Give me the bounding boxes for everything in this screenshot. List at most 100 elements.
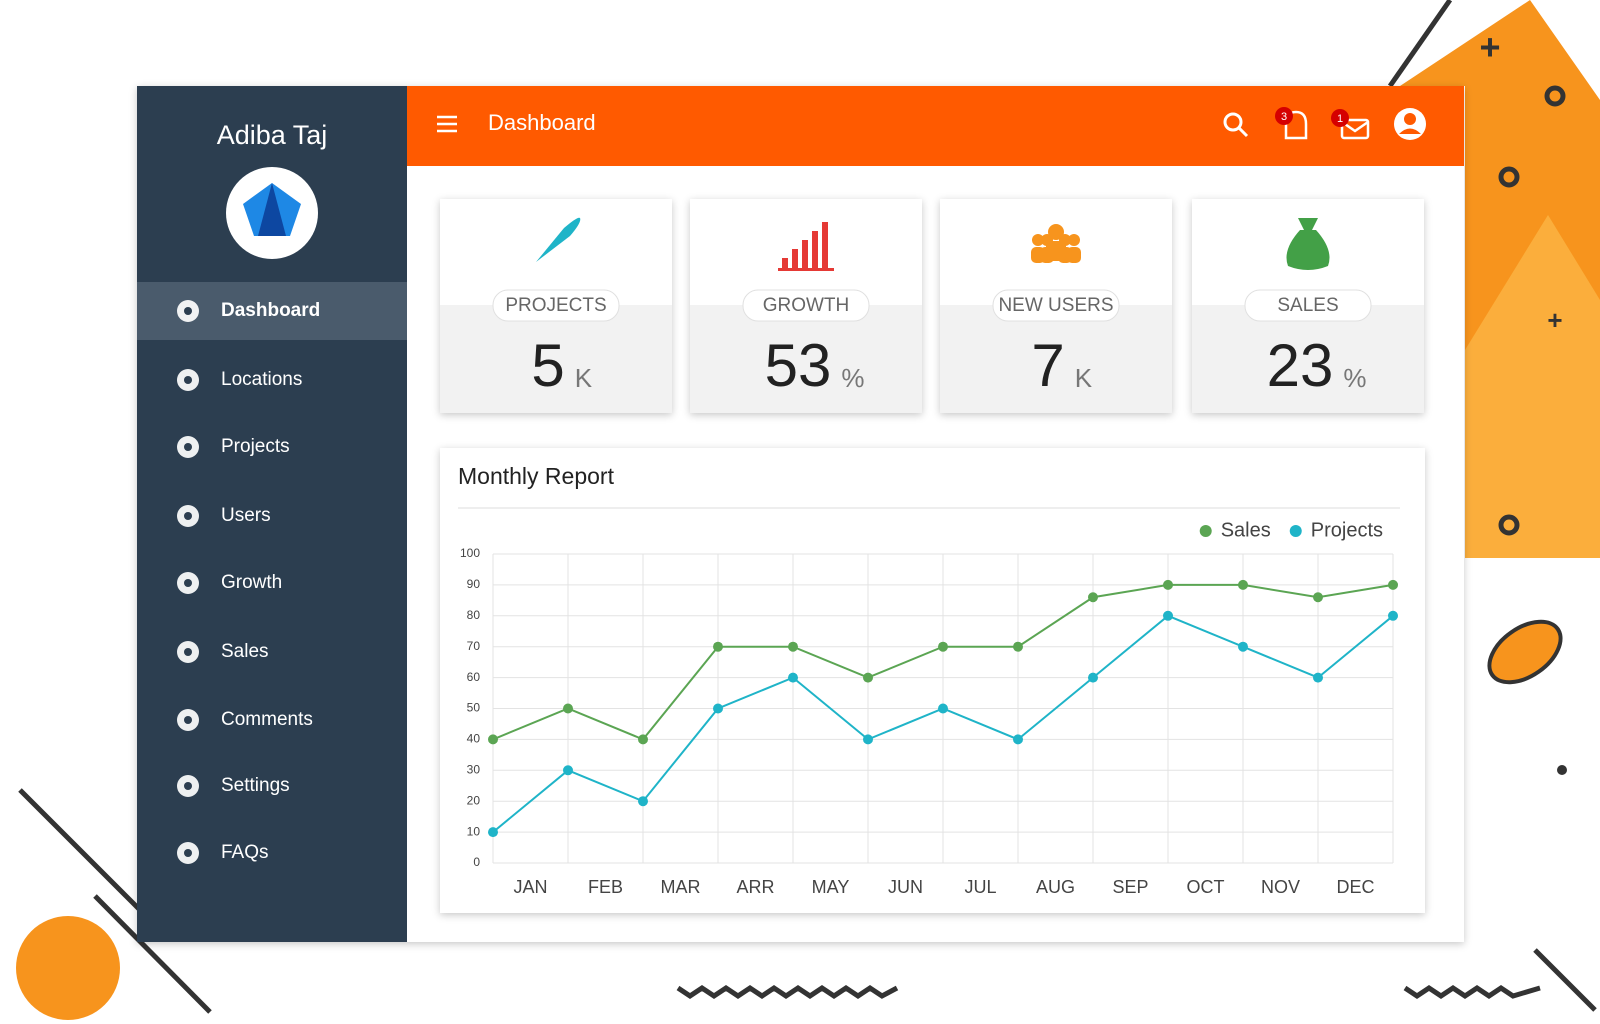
menu-item[interactable]: Projects bbox=[177, 436, 290, 458]
card-lower bbox=[440, 305, 672, 413]
mail-badge: 1 bbox=[1337, 113, 1343, 125]
data-point bbox=[638, 734, 648, 745]
stat-card: PROJECTS 5 K bbox=[440, 199, 672, 413]
profile-button[interactable] bbox=[1394, 108, 1426, 140]
data-point bbox=[563, 703, 573, 714]
card-icon bbox=[536, 217, 581, 262]
notification-badge: 3 bbox=[1281, 111, 1287, 123]
x-tick-label: NOV bbox=[1261, 877, 1300, 897]
menu-label: FAQs bbox=[221, 842, 269, 863]
data-point bbox=[1088, 592, 1098, 603]
card-lower bbox=[690, 305, 922, 413]
card-lower bbox=[940, 305, 1172, 413]
search-button[interactable] bbox=[1223, 112, 1249, 138]
data-point bbox=[1163, 610, 1173, 621]
card-label-pill bbox=[742, 289, 870, 322]
menu-button[interactable] bbox=[437, 115, 457, 133]
menu-label: Sales bbox=[221, 641, 269, 662]
data-point bbox=[938, 641, 948, 652]
menu-label: Comments bbox=[221, 709, 313, 730]
y-tick-label: 20 bbox=[467, 793, 481, 807]
card-icon bbox=[1046, 241, 1066, 261]
menu-icon-detail bbox=[184, 648, 192, 656]
legend-swatch bbox=[1199, 525, 1212, 537]
menu-label: Settings bbox=[221, 775, 290, 796]
y-tick-label: 100 bbox=[460, 546, 480, 560]
x-tick-label: FEB bbox=[588, 877, 623, 897]
y-tick-label: 40 bbox=[467, 732, 481, 746]
card-icon bbox=[812, 231, 818, 270]
chart-panel bbox=[440, 448, 1425, 913]
card-label-pill bbox=[992, 289, 1120, 322]
legend-swatch bbox=[1289, 525, 1302, 537]
menu-icon-detail bbox=[184, 849, 192, 857]
data-point bbox=[1388, 579, 1398, 590]
card-icon-top bbox=[1298, 218, 1318, 230]
y-tick-label: 90 bbox=[467, 577, 481, 591]
data-point bbox=[1238, 579, 1248, 590]
chart-title: Monthly Report bbox=[458, 463, 615, 489]
svg-text:+: + bbox=[1547, 305, 1562, 335]
menu-icon-detail bbox=[184, 443, 192, 451]
data-point bbox=[938, 703, 948, 714]
menu-item[interactable]: Comments bbox=[177, 709, 313, 731]
card-lower bbox=[1192, 305, 1424, 413]
x-tick-label: JUN bbox=[888, 877, 923, 897]
menu-icon-detail bbox=[184, 307, 192, 315]
card-label: PROJECTS bbox=[505, 295, 606, 316]
card-unit: K bbox=[575, 363, 593, 393]
y-tick-label: 50 bbox=[467, 701, 481, 715]
card-icon bbox=[802, 240, 808, 270]
data-point bbox=[1088, 672, 1098, 683]
menu-icon-detail bbox=[184, 716, 192, 724]
menu-icon-detail bbox=[184, 376, 192, 384]
card-icon bbox=[822, 222, 828, 270]
menu-item[interactable]: Growth bbox=[177, 572, 282, 594]
y-tick-label: 80 bbox=[467, 608, 481, 622]
mail-button[interactable]: 1 bbox=[1331, 109, 1370, 140]
menu-item[interactable]: Locations bbox=[177, 369, 302, 391]
x-tick-label: DEC bbox=[1336, 877, 1374, 897]
y-tick-label: 30 bbox=[467, 762, 481, 776]
y-tick-label: 0 bbox=[473, 855, 480, 869]
data-point bbox=[488, 827, 498, 838]
menu-item[interactable]: Dashboard bbox=[177, 300, 320, 322]
stat-card: SALES 23% bbox=[1192, 199, 1424, 413]
header-bar bbox=[407, 86, 1464, 166]
menu-label: Locations bbox=[221, 369, 302, 390]
card-unit: K bbox=[1075, 363, 1093, 393]
data-point bbox=[488, 734, 498, 745]
menu-item[interactable]: Settings bbox=[177, 775, 290, 797]
data-point bbox=[1313, 672, 1323, 683]
avatar-logo-facet bbox=[258, 183, 286, 236]
stat-card: NEW USERS 7 K bbox=[940, 199, 1172, 413]
header-title: Dashboard bbox=[488, 110, 596, 135]
x-tick-label: JAN bbox=[513, 877, 547, 897]
x-tick-label: SEP bbox=[1112, 877, 1148, 897]
menu-item[interactable]: FAQs bbox=[177, 842, 269, 864]
legend-label: Sales bbox=[1221, 519, 1271, 541]
card-value: 5 bbox=[531, 332, 564, 399]
data-point bbox=[563, 765, 573, 776]
menu-item[interactable]: Sales bbox=[177, 641, 269, 663]
card-icon bbox=[1286, 230, 1330, 270]
data-point bbox=[863, 672, 873, 683]
menu-item[interactable]: Users bbox=[177, 505, 271, 527]
data-point bbox=[713, 641, 723, 652]
notification-button[interactable]: 3 bbox=[1275, 107, 1308, 140]
x-tick-label: OCT bbox=[1187, 877, 1225, 897]
x-tick-label: AUG bbox=[1036, 877, 1075, 897]
x-tick-label: JUL bbox=[964, 877, 996, 897]
card-label: GROWTH bbox=[763, 295, 850, 316]
data-point bbox=[1238, 641, 1248, 652]
legend-label: Projects bbox=[1311, 519, 1383, 541]
data-point bbox=[1163, 579, 1173, 590]
menu-label: Growth bbox=[221, 572, 282, 593]
menu: Dashboard Locations Projects Users Growth Sal… bbox=[177, 300, 320, 864]
x-tick-label: ARR bbox=[736, 877, 774, 897]
y-tick-label: 10 bbox=[467, 824, 481, 838]
card-value: 53 bbox=[765, 332, 832, 399]
